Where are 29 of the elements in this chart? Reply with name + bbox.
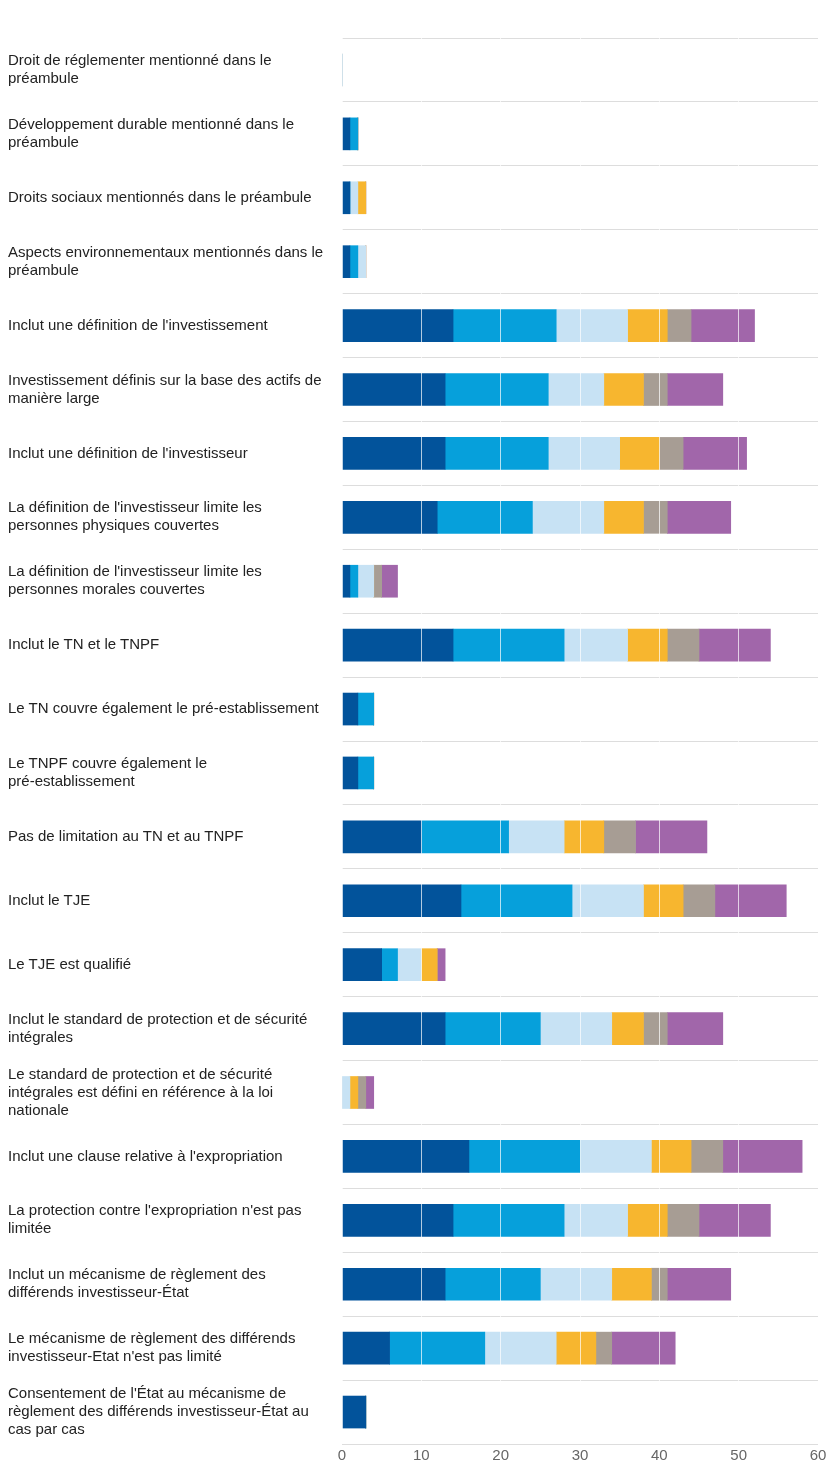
x-tick-label: 40 (650, 1446, 668, 1464)
y-tick-label: Inclut une clause relative à l'expropriation (8, 1146, 283, 1164)
y-tick-label: La définition de l'investisseur limite les personnes morales couvertes (8, 562, 262, 598)
y-tick-label: Inclut le standard de protection et de sécurité intégrales (8, 1009, 308, 1045)
x-tick-label: 30 (571, 1446, 589, 1464)
y-tick-label: Investissement définis sur la base des actifs de manière large (8, 370, 322, 406)
x-tick-label: 10 (412, 1446, 430, 1464)
y-tick-label: La définition de l'investisseur limite les personnes physiques couvertes (8, 498, 262, 534)
y-tick-label: Droit de réglementer mentionné dans le préambule (8, 51, 272, 87)
y-tick-label: Le TJE est qualifié (8, 954, 132, 972)
y-tick-label: La protection contre l'expropriation n'est pas limitée (8, 1201, 302, 1237)
x-tick-label: 60 (809, 1446, 827, 1464)
y-tick-label: Le TN couvre également le pré-establissement (8, 699, 320, 717)
y-tick-label: Inclut une définition de l'investissement (8, 315, 269, 333)
y-tick-label: Aspects environnementaux mentionnés dans le préambule (8, 242, 324, 278)
y-tick-label: Inclut le TJE (8, 890, 91, 908)
x-tick-label: 20 (492, 1446, 510, 1464)
y-tick-label: Pas de limitation au TN et au TNPF (8, 827, 244, 844)
y-tick-label: Inclut le TN et le TNPF (8, 635, 160, 653)
y-tick-label: Le mécanisme de règlement des différends investisseur-Etat n'est pas limité (8, 1329, 296, 1365)
y-tick-label: Le TNPF couvre également le pré-establissement (8, 754, 207, 790)
y-tick-label: Consentement de l'État au mécanisme de règlement des différends investisseur-État au cas par cas (8, 1384, 309, 1438)
y-tick-label: Droits sociaux mentionnés dans le préambule (8, 187, 312, 205)
y-tick-label: Développement durable mentionné dans le préambule (8, 115, 295, 150)
y-tick-label: Inclut un mécanisme de règlement des différends investisseur-État (8, 1265, 266, 1301)
x-tick-label: 50 (730, 1446, 748, 1464)
x-tick-label: 0 (337, 1446, 347, 1464)
y-tick-label: Le standard de protection et de sécurité intégrales est défini en référence à la loi nationale (8, 1064, 274, 1118)
y-tick-label: Inclut une définition de l'investisseur (8, 443, 248, 461)
